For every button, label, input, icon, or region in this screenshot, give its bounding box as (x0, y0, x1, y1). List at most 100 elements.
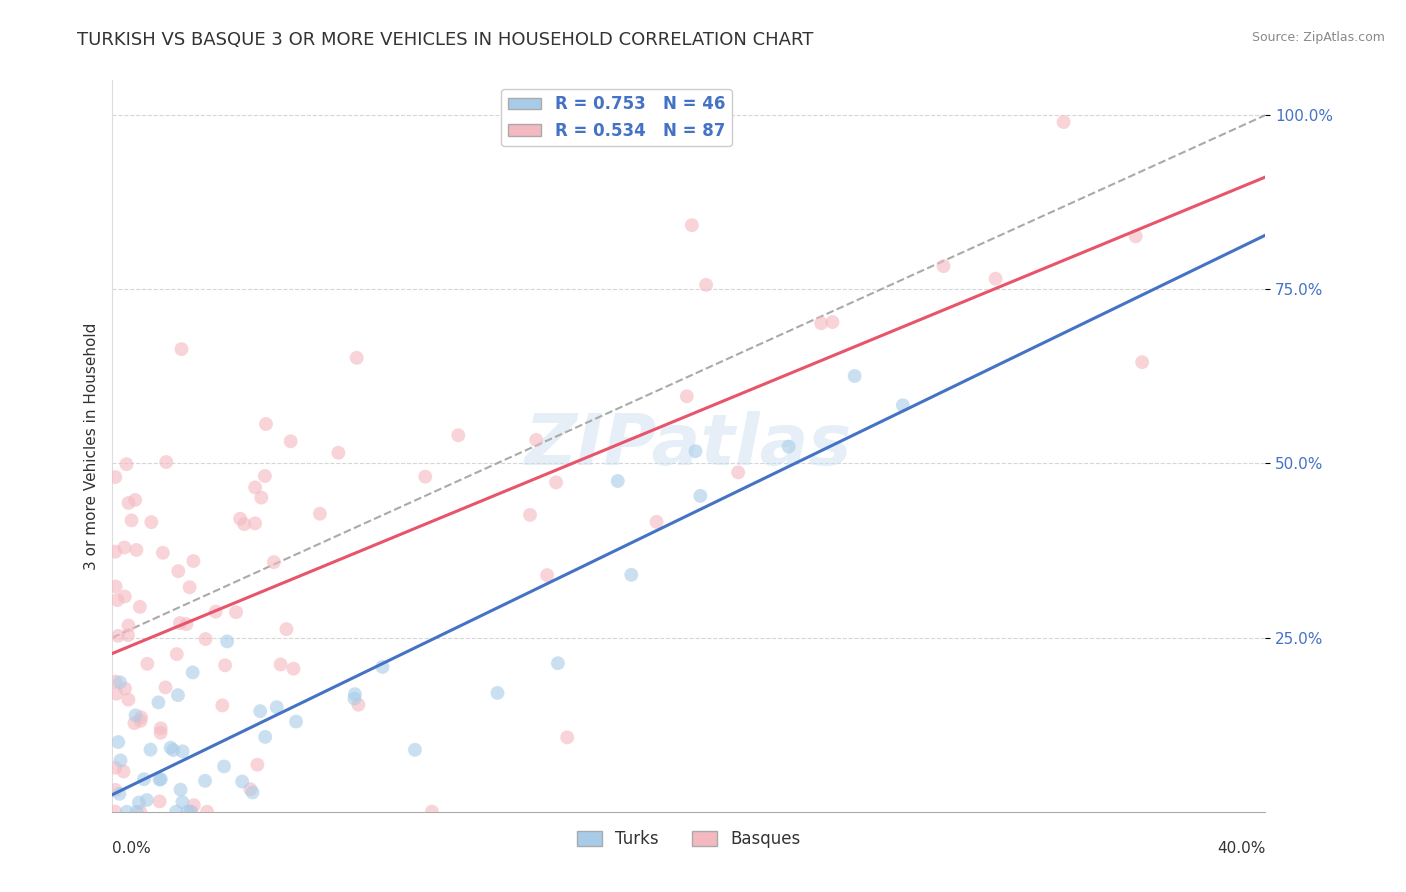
Point (104, 674, 127, 689)
Point (112, 541, 135, 555)
Point (225, 605, 247, 619)
Point (104, 470, 127, 484)
Point (129, 805, 152, 819)
Point (685, 444, 707, 458)
Point (172, 795, 194, 809)
Point (128, 796, 150, 810)
Point (371, 660, 394, 674)
Point (121, 513, 143, 527)
Point (136, 657, 159, 671)
Point (675, 389, 697, 403)
Point (347, 698, 370, 712)
Point (519, 508, 541, 522)
Point (821, 315, 844, 329)
Point (107, 593, 129, 607)
Point (194, 773, 217, 788)
Point (180, 805, 202, 819)
Point (141, 515, 163, 529)
Point (242, 785, 264, 799)
Point (346, 351, 368, 365)
Text: ZIPatlas: ZIPatlas (526, 411, 852, 481)
Point (105, 687, 128, 701)
Point (117, 692, 139, 706)
Point (110, 753, 132, 767)
Point (148, 695, 170, 709)
Point (125, 543, 148, 558)
Text: TURKISH VS BASQUE 3 OR MORE VEHICLES IN HOUSEHOLD CORRELATION CHART: TURKISH VS BASQUE 3 OR MORE VEHICLES IN … (77, 31, 814, 49)
Point (117, 628, 139, 642)
Point (524, 433, 547, 447)
Point (112, 764, 135, 779)
Point (810, 316, 832, 330)
Point (249, 704, 271, 718)
Point (162, 743, 184, 757)
Point (183, 554, 205, 568)
Point (536, 568, 558, 582)
Point (129, 710, 152, 724)
Point (128, 599, 150, 614)
Point (149, 726, 172, 740)
Point (246, 757, 269, 772)
Point (170, 342, 193, 356)
Point (152, 546, 174, 560)
Point (181, 665, 204, 680)
Point (891, 398, 914, 412)
Point (266, 700, 288, 714)
Point (104, 544, 127, 558)
Point (263, 555, 285, 569)
Point (229, 512, 252, 526)
Point (233, 517, 256, 532)
Point (217, 634, 239, 648)
Point (167, 688, 190, 702)
Point (117, 496, 139, 510)
Point (115, 805, 138, 819)
Point (104, 761, 127, 775)
Point (194, 632, 217, 646)
Point (211, 698, 233, 713)
Point (176, 617, 198, 632)
Point (107, 629, 129, 643)
Point (108, 675, 131, 690)
Point (169, 615, 191, 630)
Point (125, 805, 148, 819)
Point (276, 622, 298, 636)
Point (129, 714, 152, 728)
Point (727, 466, 749, 480)
Point (159, 740, 181, 755)
Point (108, 787, 131, 801)
Point (114, 590, 136, 604)
Point (544, 475, 567, 490)
Point (254, 417, 277, 431)
Point (681, 218, 703, 232)
Point (117, 618, 139, 632)
Point (155, 681, 177, 695)
Point (239, 782, 262, 797)
Point (984, 271, 1007, 285)
Point (204, 605, 226, 619)
Point (179, 580, 201, 594)
Point (309, 507, 332, 521)
Point (167, 564, 190, 578)
Point (280, 434, 302, 449)
Text: 40.0%: 40.0% (1218, 841, 1265, 856)
Text: Source: ZipAtlas.com: Source: ZipAtlas.com (1251, 31, 1385, 45)
Point (195, 805, 218, 819)
Point (124, 716, 146, 731)
Point (243, 480, 266, 494)
Point (172, 744, 194, 758)
Point (179, 805, 201, 819)
Point (606, 474, 628, 488)
Point (212, 759, 235, 773)
Point (243, 516, 266, 531)
Point (124, 708, 146, 723)
Point (404, 743, 426, 757)
Point (149, 722, 172, 736)
Point (932, 259, 955, 273)
Point (328, 446, 350, 460)
Point (1053, 115, 1076, 129)
Point (107, 735, 129, 749)
Point (547, 657, 569, 671)
Point (165, 805, 187, 819)
Point (231, 774, 253, 789)
Point (135, 793, 157, 807)
